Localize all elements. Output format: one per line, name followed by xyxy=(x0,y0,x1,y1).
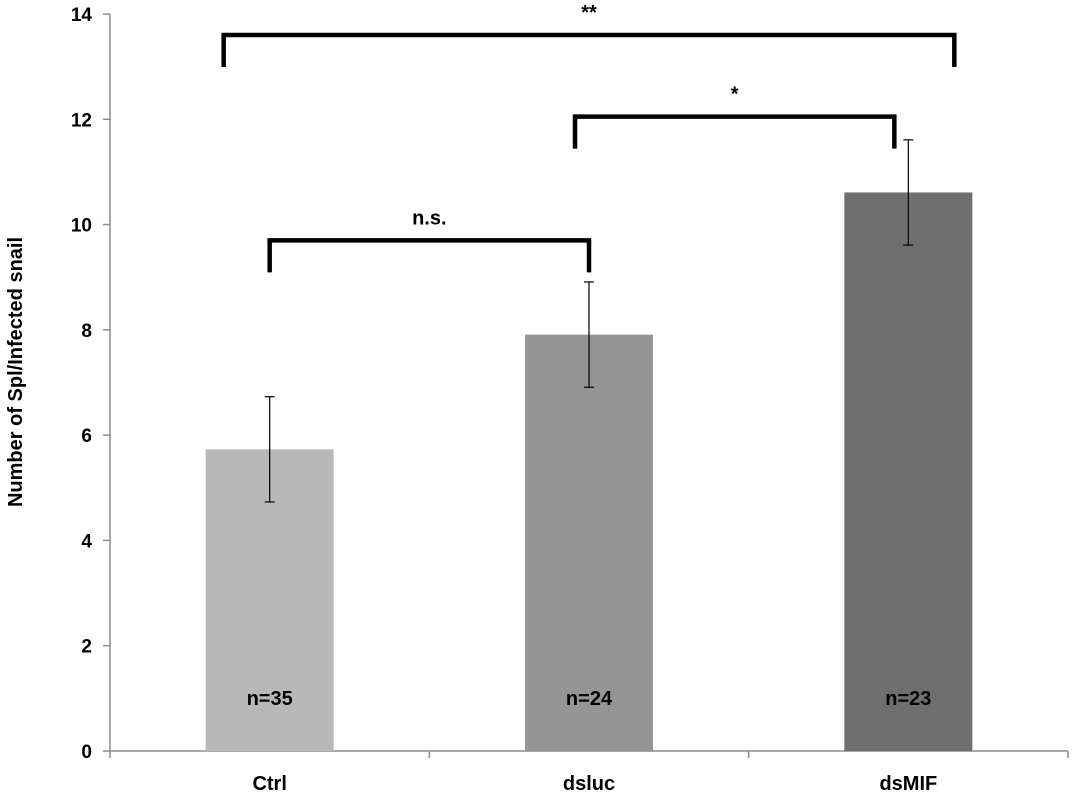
sample-size-label: n=24 xyxy=(566,688,613,710)
significance-label: ** xyxy=(581,2,597,24)
significance-bracket: ** xyxy=(221,2,957,68)
y-tick-label: 10 xyxy=(71,216,92,237)
y-tick-label: 14 xyxy=(71,5,93,26)
significance-brackets: n.s.*** xyxy=(221,2,957,273)
y-axis-ticks: 0 2 4 6 8 10 12 14 xyxy=(71,5,110,763)
error-bar xyxy=(903,139,914,246)
x-category-label: dsMIF xyxy=(879,773,937,795)
y-tick-label: 4 xyxy=(81,531,92,552)
sample-size-labels: n=35 n=24 n=23 xyxy=(247,688,932,710)
significance-bracket: n.s. xyxy=(267,207,592,273)
y-tick-label: 8 xyxy=(81,321,92,342)
y-tick-label: 6 xyxy=(81,426,92,447)
sample-size-label: n=23 xyxy=(885,688,931,710)
y-tick-label: 0 xyxy=(81,742,92,763)
y-tick-label: 12 xyxy=(71,110,92,131)
bar-dsmif xyxy=(844,192,973,751)
sample-size-label: n=35 xyxy=(247,688,293,710)
error-bar xyxy=(264,396,275,503)
significance-label: n.s. xyxy=(412,207,446,229)
significance-bracket: * xyxy=(572,84,897,149)
significance-label: * xyxy=(731,84,739,106)
x-category-label: Ctrl xyxy=(252,773,286,795)
y-axis-title: Number of Spl/Infected snail xyxy=(5,237,27,507)
bars xyxy=(205,192,973,751)
bar-dsluc xyxy=(525,334,653,751)
x-category-label: dsluc xyxy=(563,773,615,795)
error-bars xyxy=(264,139,914,503)
y-tick-label: 2 xyxy=(81,637,92,658)
x-axis-ticks xyxy=(109,751,1069,758)
error-bar xyxy=(584,281,594,388)
category-labels: Ctrl dsluc dsMIF xyxy=(252,773,937,795)
